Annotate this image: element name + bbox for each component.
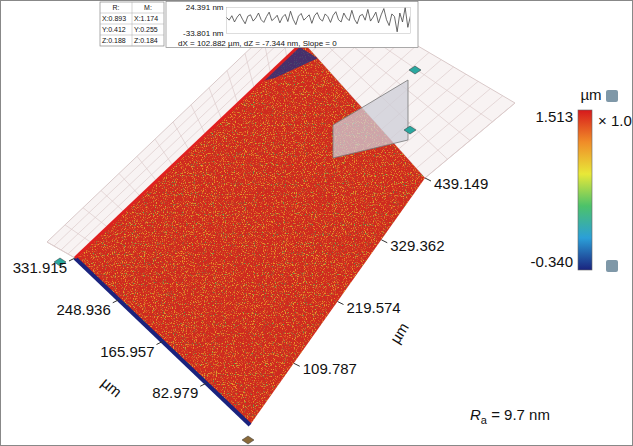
svg-text:1.513: 1.513 [535, 108, 573, 125]
svg-text:24.391 nm: 24.391 nm [186, 3, 224, 12]
svg-text:R:: R: [113, 4, 120, 11]
svg-text:X:0.893: X:0.893 [102, 15, 126, 22]
svg-text:× 1.0: × 1.0 [598, 112, 632, 129]
svg-text:165.957: 165.957 [100, 343, 154, 360]
svg-text:Ra = 9.7 nm: Ra = 9.7 nm [470, 406, 550, 426]
svg-text:µm: µm [98, 374, 125, 401]
svg-text:Z:0.188: Z:0.188 [102, 37, 126, 44]
svg-text:329.362: 329.362 [390, 237, 444, 254]
svg-text:-33.801 nm: -33.801 nm [183, 29, 224, 38]
svg-text:248.936: 248.936 [57, 301, 111, 318]
svg-text:219.574: 219.574 [346, 299, 400, 316]
svg-text:M:: M: [144, 4, 152, 11]
svg-text:-0.340: -0.340 [530, 253, 573, 270]
svg-text:dX = 102.882 µm, dZ = -7.344 n: dX = 102.882 µm, dZ = -7.344 nm, Slope =… [178, 39, 337, 48]
svg-text:82.979: 82.979 [152, 384, 198, 401]
svg-text:Y:0.255: Y:0.255 [134, 26, 158, 33]
svg-text:Z:0.184: Z:0.184 [134, 37, 158, 44]
svg-text:Y:0.412: Y:0.412 [102, 26, 126, 33]
svg-text:X:1.174: X:1.174 [134, 15, 158, 22]
svg-text:µm: µm [386, 319, 412, 346]
svg-text:109.787: 109.787 [303, 360, 357, 377]
svg-text:µm: µm [580, 86, 601, 103]
svg-text:331.915: 331.915 [13, 259, 67, 276]
svg-text:439.149: 439.149 [434, 175, 488, 192]
